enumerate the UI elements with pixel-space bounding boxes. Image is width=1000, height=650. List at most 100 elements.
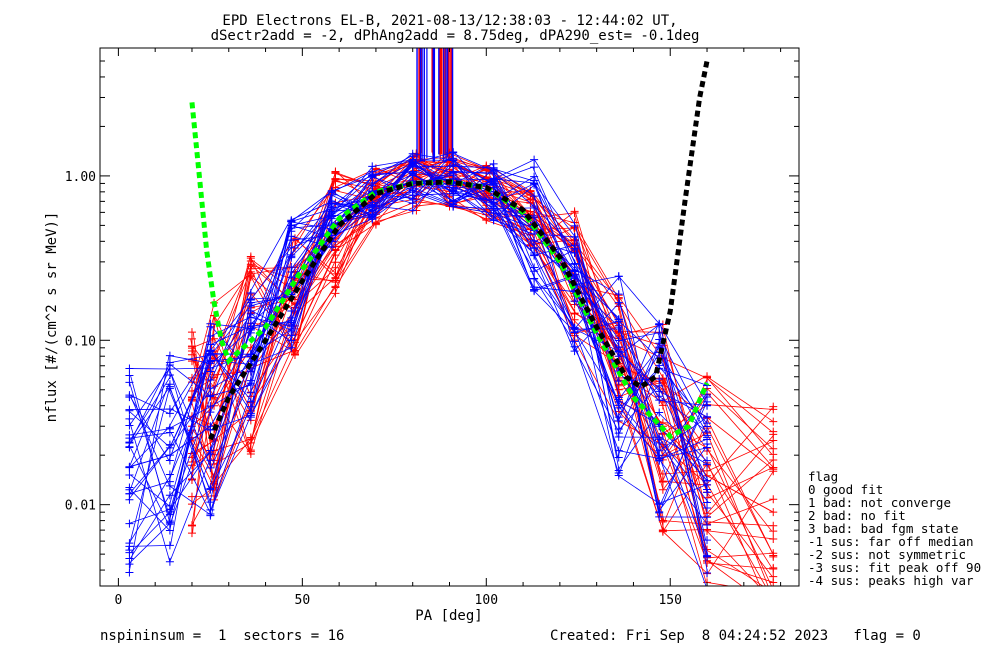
marker-red	[769, 551, 778, 560]
marker-blue	[206, 484, 215, 493]
marker-red	[769, 588, 777, 596]
legend-entry: -4 sus: peaks high var	[808, 573, 974, 588]
marker-red	[482, 216, 491, 225]
marker-blue	[703, 428, 712, 437]
marker-blue	[489, 215, 498, 224]
marker-red	[769, 467, 778, 476]
marker-blue	[165, 517, 174, 526]
marker-blue	[246, 289, 255, 298]
marker-blue	[614, 347, 623, 356]
marker-blue	[449, 187, 458, 196]
marker-blue	[125, 364, 134, 373]
marker-blue	[125, 539, 134, 548]
marker-blue	[489, 209, 498, 218]
fit-line-black	[208, 60, 710, 441]
trace-red	[191, 158, 769, 586]
marker-blue	[703, 568, 712, 577]
marker-red	[769, 578, 778, 586]
marker-blue	[655, 435, 664, 444]
marker-blue	[368, 211, 377, 220]
marker-blue	[125, 421, 134, 430]
marker-blue	[530, 163, 539, 172]
marker-blue	[408, 199, 417, 208]
marker-blue	[287, 221, 296, 230]
footer-left: nspininsum = 1 sectors = 16	[100, 628, 344, 644]
marker-blue	[287, 263, 296, 272]
marker-blue	[703, 456, 712, 465]
marker-blue	[614, 413, 623, 422]
marker-blue	[206, 402, 215, 411]
x-axis-label: PA [deg]	[415, 608, 482, 624]
marker-blue	[530, 179, 539, 188]
marker-blue	[206, 463, 215, 472]
marker-red	[371, 219, 380, 228]
marker-blue	[368, 162, 377, 171]
marker-red	[769, 589, 777, 597]
legend-entry: -1 sus: far off median	[808, 534, 974, 549]
marker-blue	[287, 343, 296, 352]
marker-blue	[206, 322, 215, 331]
marker-red	[187, 334, 196, 343]
marker-blue	[570, 270, 579, 279]
marker-blue	[408, 170, 417, 179]
marker-blue	[614, 401, 623, 410]
marker-blue	[287, 232, 296, 241]
marker-blue	[125, 483, 134, 492]
marker-blue	[449, 167, 458, 176]
marker-blue	[125, 463, 134, 472]
marker-blue	[287, 273, 296, 282]
marker-blue	[449, 196, 458, 205]
marker-blue	[655, 408, 664, 417]
legend-title: flag	[808, 469, 838, 484]
trace-red	[192, 173, 774, 518]
marker-blue	[165, 380, 174, 389]
marker-blue	[125, 554, 134, 563]
x-tick-label: 100	[475, 593, 498, 608]
marker-blue	[530, 286, 539, 295]
marker-blue	[206, 367, 215, 376]
marker-red	[246, 256, 255, 265]
marker-blue	[449, 174, 458, 183]
marker-red	[769, 588, 777, 596]
marker-red	[331, 289, 340, 298]
marker-blue	[530, 236, 539, 245]
marker-blue	[165, 501, 174, 510]
marker-blue	[125, 438, 134, 447]
chart-title: EPD Electrons EL-B, 2021-08-13/12:38:03 …	[222, 13, 677, 29]
marker-red	[769, 594, 777, 602]
trace-red	[192, 168, 772, 559]
legend-entry: -2 sus: not symmetric	[808, 547, 966, 562]
marker-blue	[327, 203, 336, 212]
marker-red	[331, 168, 340, 177]
marker-blue	[165, 526, 174, 535]
marker-blue	[287, 306, 296, 315]
marker-blue	[703, 443, 712, 452]
marker-red	[769, 605, 777, 613]
marker-red	[187, 521, 196, 530]
trace-red	[190, 170, 774, 583]
marker-red	[769, 527, 778, 536]
footer-right: Created: Fri Sep 8 04:24:52 2023 flag = …	[550, 628, 921, 644]
marker-blue	[614, 453, 623, 462]
marker-red	[769, 599, 777, 607]
marker-red	[331, 273, 340, 282]
peak-spikes-blue	[416, 48, 454, 163]
marker-red	[570, 208, 579, 217]
marker-red	[331, 258, 340, 267]
marker-red	[526, 230, 535, 239]
marker-blue	[655, 320, 664, 329]
y-tick-label: 0.01	[65, 499, 96, 514]
legend-entry: 1 bad: not converge	[808, 495, 951, 510]
marker-red	[769, 405, 778, 414]
marker-blue	[570, 297, 579, 306]
marker-blue	[530, 243, 539, 252]
marker-blue	[165, 456, 174, 465]
marker-red	[187, 529, 196, 538]
marker-blue	[125, 405, 134, 414]
series-group	[125, 48, 778, 613]
marker-red	[246, 449, 255, 458]
marker-red	[570, 315, 579, 324]
trace-blue	[129, 171, 709, 557]
marker-red	[658, 478, 667, 487]
marker-blue	[165, 371, 174, 380]
